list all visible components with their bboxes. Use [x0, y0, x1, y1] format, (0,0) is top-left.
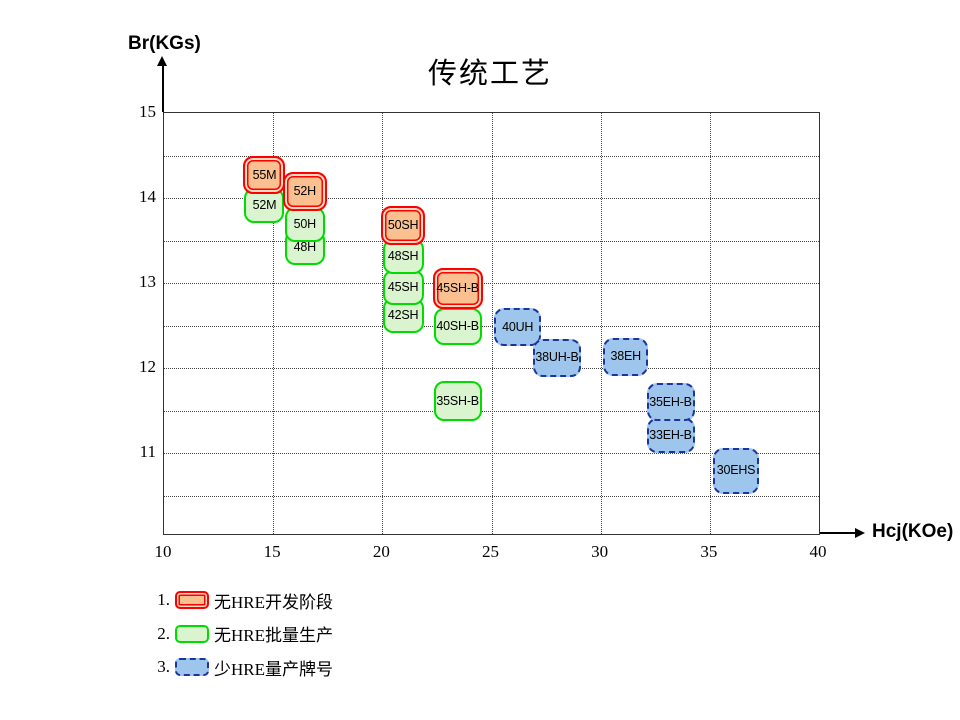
gridline-vertical: [273, 113, 275, 534]
grade-box-label: 40SH-B: [436, 318, 479, 333]
grade-box-label: 50SH: [387, 217, 419, 232]
y-tick-label: 14: [139, 187, 156, 206]
grade-box-50h: 50H: [284, 206, 325, 242]
x-tick-label: 35: [700, 542, 718, 561]
grade-box-52m: 52M: [244, 188, 285, 224]
grade-box-label: 48SH: [387, 249, 419, 264]
grade-box-label: 48H: [293, 239, 317, 254]
grade-box-label: 35SH-B: [436, 393, 479, 408]
y-tick-label: 11: [139, 442, 156, 461]
y-axis-arrow-line: [162, 66, 164, 112]
grade-box-label: 40UH: [502, 319, 534, 334]
grade-box-label: 35EH-B: [649, 394, 692, 409]
grade-box-40sh-b: 40SH-B: [433, 307, 482, 345]
grade-box-label: 38UH-B: [535, 350, 579, 365]
plot-area: 52M 55M 48H 50H 52H 42SH 45SH 48SH 50SH 40SH-B 45S…: [163, 112, 820, 535]
grade-box-38uh-b: 38UH-B: [533, 338, 581, 377]
x-tick-label: 25: [482, 542, 499, 561]
legend-item-dev: 1. 无HRE开发阶段: [150, 590, 333, 612]
grade-box-label: 52H: [293, 183, 317, 198]
x-axis-arrow-icon: [855, 527, 865, 538]
legend-item-low-hre: 3. 少HRE量产牌号: [150, 657, 333, 679]
grade-box-label: 45SH: [387, 279, 419, 294]
legend-item-mass: 2. 无HRE批量生产: [150, 623, 333, 646]
grade-box-label: 42SH: [387, 307, 419, 322]
x-axis-title: Hcj(KOe): [872, 521, 954, 542]
grade-box-35eh-b: 35EH-B: [646, 383, 695, 421]
y-axis-arrow-icon: [157, 56, 167, 66]
x-tick-label: 10: [154, 542, 172, 561]
y-tick-label: 13: [139, 272, 156, 291]
grade-box-38eh: 38EH: [603, 337, 649, 376]
legend-label: 无HRE批量生产: [214, 626, 333, 645]
grade-box-45sh-b: 45SH-B: [432, 268, 483, 310]
grade-box-label: 30EHS: [716, 463, 756, 478]
grade-box-35sh-b: 35SH-B: [433, 381, 482, 422]
x-axis-arrow-line: [818, 532, 858, 534]
y-tick-label: 15: [139, 102, 156, 121]
x-tick-label: 30: [591, 542, 609, 561]
grade-box-30ehs: 30EHS: [713, 447, 760, 494]
gridline-vertical: [600, 113, 602, 534]
legend-swatch-dev-icon: [175, 591, 209, 609]
grade-box-label: 45SH-B: [436, 281, 479, 296]
grade-box-33eh-b: 33EH-B: [646, 417, 695, 453]
grade-box-40uh: 40UH: [494, 308, 542, 347]
legend-label: 少HRE量产牌号: [214, 659, 333, 679]
gridline-vertical: [491, 113, 493, 534]
grade-box-label: 52M: [252, 198, 277, 213]
grade-box-50sh: 50SH: [381, 205, 426, 245]
x-tick-label: 20: [372, 542, 390, 561]
legend-number: 1.: [157, 590, 170, 609]
legend-swatch-mass-icon: [175, 624, 209, 643]
grade-box-label: 50H: [293, 216, 317, 231]
x-tick-label: 15: [263, 542, 281, 561]
grade-box-55m: 55M: [243, 156, 286, 195]
legend-number: 3.: [157, 657, 170, 676]
grade-box-52h: 52H: [282, 171, 327, 211]
grade-box-label: 38EH: [610, 349, 642, 364]
y-axis-title: Br(KGs): [128, 33, 201, 54]
gridline-vertical: [709, 113, 711, 534]
y-tick-label: 12: [139, 357, 156, 376]
legend-swatch-low-hre-icon: [175, 658, 209, 676]
legend: 1. 无HRE开发阶段 2. 无HRE批量生产 3. 少HRE量产牌号: [150, 590, 333, 691]
grade-box-label: 55M: [252, 167, 277, 182]
legend-number: 2.: [157, 623, 170, 643]
chart-title: 传统工艺: [427, 56, 553, 90]
x-tick-label: 40: [809, 542, 827, 561]
legend-label: 无HRE开发阶段: [214, 592, 333, 612]
grade-box-label: 33EH-B: [649, 427, 692, 442]
grade-box-45sh: 45SH: [382, 269, 424, 305]
